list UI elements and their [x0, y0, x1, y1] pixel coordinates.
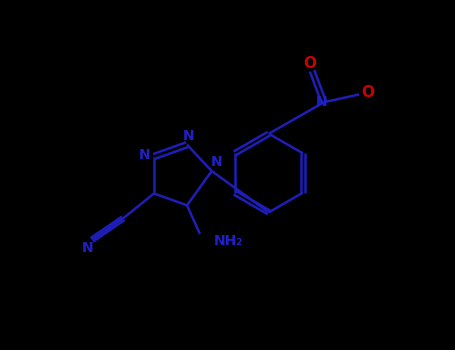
Text: O: O — [303, 56, 317, 71]
Text: O: O — [361, 85, 374, 100]
Text: N: N — [138, 148, 150, 162]
Text: N: N — [182, 129, 194, 143]
Text: NH₂: NH₂ — [214, 234, 243, 248]
Text: N: N — [211, 155, 222, 169]
Text: N: N — [82, 241, 94, 255]
Text: N: N — [316, 95, 328, 109]
